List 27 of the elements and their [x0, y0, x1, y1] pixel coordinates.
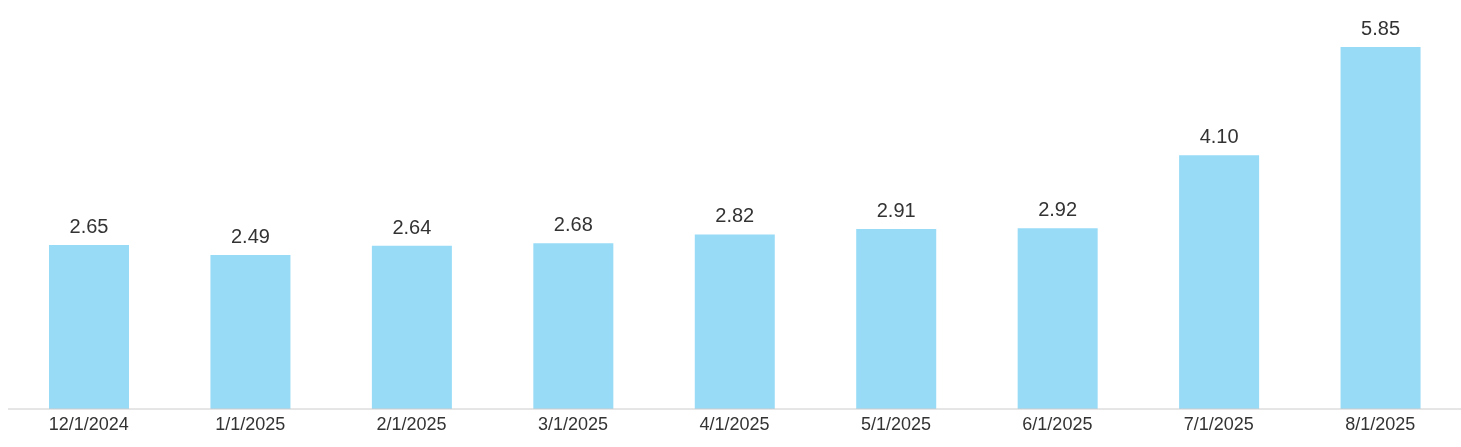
- bar: [49, 245, 129, 409]
- x-tick-label: 1/1/2025: [215, 413, 286, 434]
- data-label: 2.49: [230, 224, 270, 247]
- data-label: 2.82: [715, 204, 755, 227]
- bar: [210, 254, 291, 409]
- x-tick-label: 3/1/2025: [538, 413, 609, 434]
- x-tick-label: 7/1/2025: [1183, 413, 1254, 434]
- x-tick-label: 6/1/2025: [1022, 413, 1093, 434]
- data-label: 2.68: [553, 213, 593, 236]
- bar: [856, 228, 937, 409]
- data-label: 2.64: [392, 215, 432, 238]
- bar: [371, 245, 452, 409]
- x-tick-label: 5/1/2025: [860, 413, 931, 434]
- x-tick-label: 4/1/2025: [699, 413, 770, 434]
- data-label: 5.85: [1361, 17, 1401, 39]
- data-label: 2.91: [876, 198, 916, 221]
- x-tick-label: 2/1/2025: [376, 413, 447, 434]
- bar: [1179, 155, 1260, 409]
- bar: [1017, 228, 1098, 409]
- data-label: 2.92: [1038, 198, 1078, 221]
- bar: [1340, 47, 1421, 409]
- bar: [533, 243, 614, 409]
- x-tick-label: 8/1/2025: [1345, 413, 1416, 434]
- bar: [694, 234, 775, 409]
- data-label: 2.65: [69, 215, 109, 238]
- data-label: 4.10: [1199, 125, 1239, 148]
- x-tick-label: 12/1/2024: [48, 413, 129, 434]
